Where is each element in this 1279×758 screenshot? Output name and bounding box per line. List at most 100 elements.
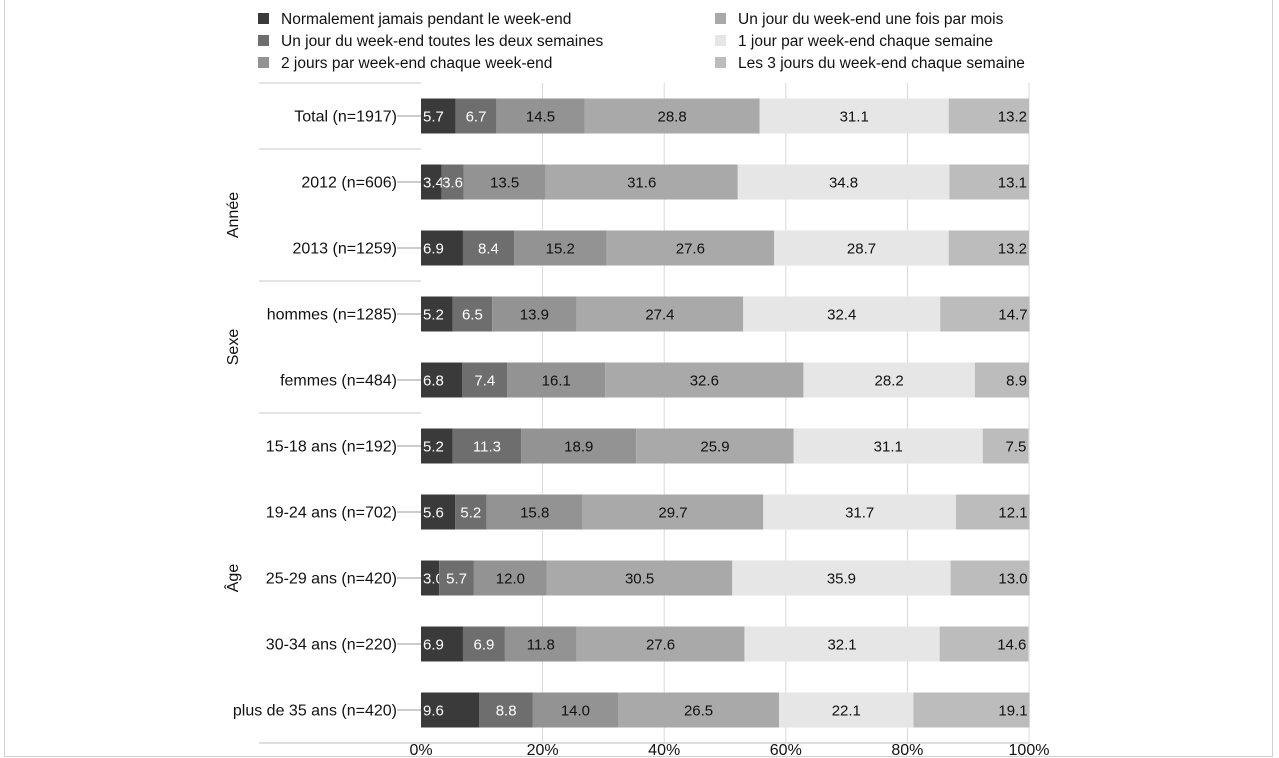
bar-segment [743, 296, 941, 332]
data-label: 5.7 [446, 571, 467, 588]
data-label: 5.7 [423, 109, 444, 126]
category-label: 30-34 ans (n=220) [266, 637, 397, 654]
legend-item: Un jour du week-end une fois par mois [715, 10, 1003, 30]
data-label: 13.2 [998, 109, 1027, 126]
data-label: 14.0 [561, 703, 590, 720]
category-label: 25-29 ans (n=420) [266, 571, 397, 588]
data-label: 32.6 [690, 373, 719, 390]
bar-segment [421, 98, 456, 134]
bar-segment [606, 230, 775, 266]
legend-swatch [258, 35, 269, 46]
category-label: 15-18 ans (n=192) [266, 439, 397, 456]
data-label: 7.4 [474, 373, 495, 390]
data-label: 9.6 [423, 703, 444, 720]
data-label: 22.1 [832, 703, 861, 720]
x-tick-label: 40% [648, 742, 680, 758]
bar-segment [779, 692, 914, 728]
bar-segment [982, 428, 1029, 464]
data-label: 6.7 [466, 109, 487, 126]
data-label: 8.9 [1006, 373, 1027, 390]
data-label: 13.0 [998, 571, 1027, 588]
bar-segment [492, 296, 577, 332]
legend-item: Normalement jamais pendant le week-end [258, 10, 571, 30]
data-label: 6.8 [423, 373, 444, 390]
bar-segment [452, 428, 522, 464]
x-tick-label: 80% [891, 742, 923, 758]
bar-segment [521, 428, 637, 464]
data-label: 11.8 [527, 637, 555, 654]
data-label: 31.1 [874, 439, 903, 456]
bar-segment [913, 692, 1030, 728]
bar-segment [949, 164, 1029, 200]
data-label: 5.2 [423, 307, 444, 324]
x-tick-label: 0% [409, 742, 432, 758]
data-label: 6.9 [423, 637, 444, 654]
data-label: 27.6 [646, 637, 675, 654]
data-label: 15.2 [546, 241, 575, 258]
data-label: 5.2 [460, 505, 481, 522]
data-label: 7.5 [1006, 439, 1027, 456]
bar-segment [948, 230, 1029, 266]
bar-segment [576, 626, 745, 662]
legend-item: 1 jour par week-end chaque semaine [715, 32, 993, 52]
bar-segment [473, 560, 547, 596]
legend-item: Les 3 jours du week-end chaque semaine [715, 54, 1025, 74]
category-label: hommes (n=1285) [267, 307, 397, 324]
data-label: 29.7 [658, 505, 687, 522]
category-label: femmes (n=484) [280, 373, 397, 390]
legend-label: 1 jour par week-end chaque semaine [738, 33, 994, 50]
data-label: 6.5 [462, 307, 483, 324]
bar-segment [744, 626, 940, 662]
bar-segment [462, 230, 515, 266]
legend-swatch [258, 13, 269, 24]
bar-segment [479, 692, 533, 728]
bar-segment [421, 362, 463, 398]
data-label: 28.2 [875, 373, 904, 390]
data-label: 3.6 [442, 175, 463, 192]
data-label: 13.5 [490, 175, 519, 192]
bar-segment [441, 164, 464, 200]
data-label: 13.9 [520, 307, 549, 324]
bar-segment [507, 362, 606, 398]
bar-segment [463, 164, 546, 200]
legend-label: Un jour du week-end toutes les deux sema… [281, 33, 604, 50]
bar-segment [546, 560, 733, 596]
data-label: 6.9 [473, 637, 494, 654]
category-label: Total (n=1917) [294, 109, 397, 126]
data-label: 5.2 [423, 439, 444, 456]
data-label: 8.4 [478, 241, 499, 258]
data-label: 31.6 [627, 175, 656, 192]
data-label: 15.8 [520, 505, 549, 522]
bar-segment [421, 626, 463, 662]
data-label: 13.1 [998, 175, 1027, 192]
bar-segment [421, 428, 453, 464]
data-label: 19.1 [998, 703, 1027, 720]
bar-segment [605, 362, 804, 398]
data-label: 14.6 [997, 637, 1026, 654]
data-label: 14.5 [526, 109, 555, 126]
data-label: 3.4 [423, 175, 444, 192]
bar-segment [956, 494, 1030, 530]
data-label: 25.9 [700, 439, 729, 456]
data-label: 32.4 [827, 307, 856, 324]
bar-segment [759, 98, 949, 134]
data-label: 31.1 [840, 109, 869, 126]
bar-segment [636, 428, 794, 464]
legend-label: Normalement jamais pendant le week-end [281, 11, 572, 28]
legend-item: Un jour du week-end toutes les deux sema… [258, 32, 603, 52]
group-label: Sexe [225, 329, 242, 366]
data-label: 13.2 [998, 241, 1027, 258]
data-label: 16.1 [542, 373, 571, 390]
bar-segment [582, 494, 764, 530]
bar-segment [455, 98, 497, 134]
data-label: 12.0 [496, 571, 525, 588]
bar-segment [462, 626, 505, 662]
data-label: 31.7 [845, 505, 874, 522]
bar-segment [504, 626, 577, 662]
x-tick-label: 100% [1009, 742, 1050, 758]
x-tick-label: 20% [527, 742, 559, 758]
category-label: 2012 (n=606) [301, 175, 397, 192]
legend-swatch [715, 35, 726, 46]
bar-segment [496, 98, 585, 134]
bar-segment [732, 560, 951, 596]
